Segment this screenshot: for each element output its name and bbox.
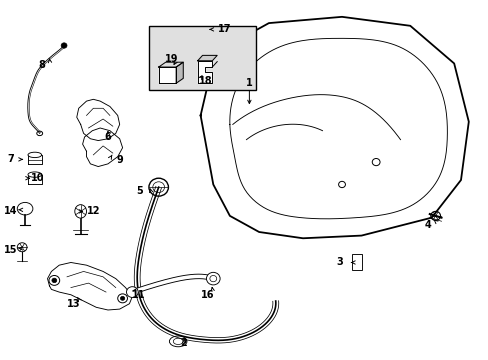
Bar: [351, 255, 361, 270]
Text: 8: 8: [38, 60, 45, 70]
Circle shape: [126, 287, 138, 297]
Polygon shape: [77, 99, 120, 140]
Text: 19: 19: [164, 54, 178, 64]
Polygon shape: [82, 128, 122, 167]
Text: 10: 10: [31, 173, 44, 183]
Text: 1: 1: [245, 78, 252, 88]
Bar: [149, 26, 256, 90]
Ellipse shape: [17, 243, 27, 252]
Polygon shape: [28, 155, 41, 164]
Polygon shape: [197, 61, 212, 83]
Text: 14: 14: [4, 206, 17, 216]
Text: 2: 2: [180, 338, 187, 348]
Text: 17: 17: [218, 24, 231, 35]
Ellipse shape: [28, 172, 41, 177]
Text: 5: 5: [136, 186, 142, 196]
Text: 9: 9: [116, 155, 123, 165]
Polygon shape: [28, 175, 41, 184]
Text: 6: 6: [104, 132, 111, 142]
Circle shape: [120, 296, 124, 300]
Circle shape: [52, 278, 57, 283]
Ellipse shape: [430, 211, 440, 220]
Text: 4: 4: [424, 220, 430, 230]
Text: 16: 16: [200, 290, 214, 300]
Polygon shape: [158, 67, 176, 83]
Ellipse shape: [28, 152, 41, 158]
Text: 3: 3: [336, 257, 343, 267]
Polygon shape: [197, 55, 217, 61]
Polygon shape: [47, 262, 132, 310]
Text: 15: 15: [4, 245, 17, 255]
Text: 18: 18: [198, 76, 212, 86]
Text: 7: 7: [7, 154, 14, 165]
Circle shape: [61, 43, 67, 48]
Circle shape: [206, 273, 220, 285]
Polygon shape: [158, 62, 183, 67]
Ellipse shape: [75, 204, 86, 218]
Polygon shape: [176, 62, 183, 83]
Text: 13: 13: [67, 299, 81, 309]
Text: 12: 12: [86, 206, 100, 216]
Text: 11: 11: [132, 290, 145, 300]
Ellipse shape: [169, 336, 186, 347]
Circle shape: [149, 178, 168, 196]
Ellipse shape: [17, 202, 33, 215]
